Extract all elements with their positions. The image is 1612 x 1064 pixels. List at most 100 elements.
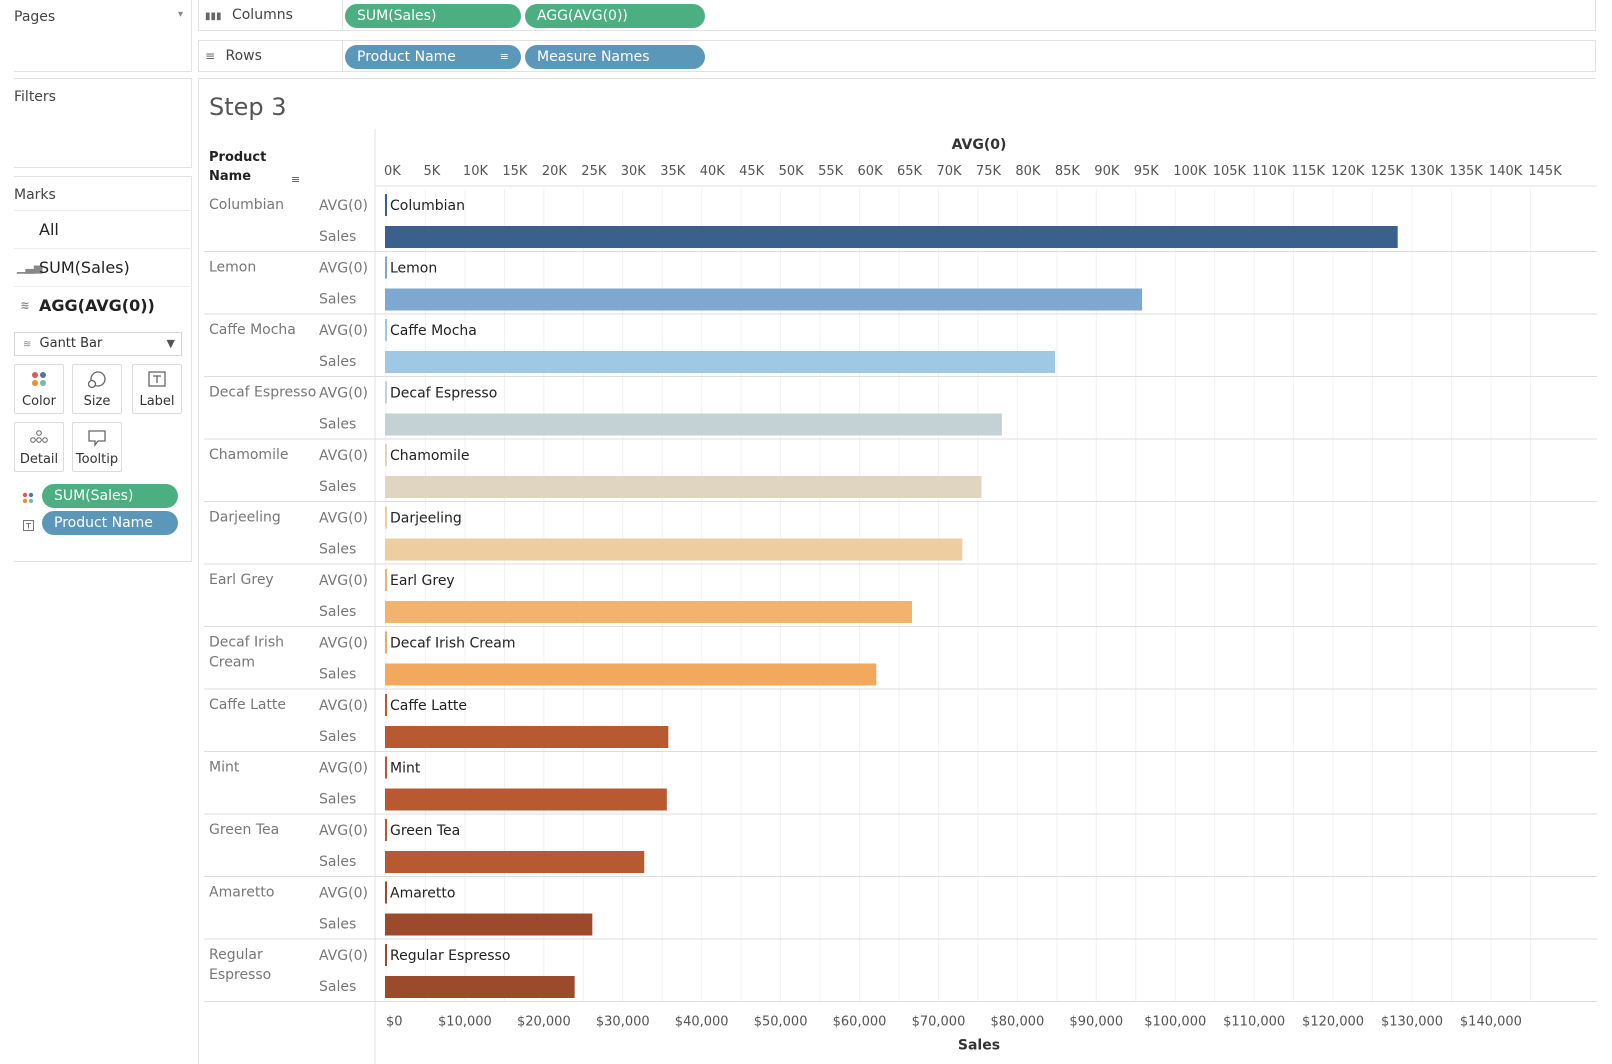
gantt-mark-label: Decaf Espresso: [390, 386, 497, 402]
gantt-mark-label: Columbian: [390, 198, 465, 214]
measure-name-label: AVG(0): [319, 386, 368, 402]
measure-name-label: Sales: [319, 792, 356, 808]
gantt-mark-label: Lemon: [390, 261, 437, 277]
top-axis-title: AVG(0): [952, 137, 1007, 153]
product-name-label: Regular: [209, 947, 263, 963]
marks-row-label: AGG(AVG(0)): [39, 296, 155, 315]
pages-card: Pages ▾: [14, 0, 192, 72]
top-axis-tick-label: 5K: [423, 164, 440, 179]
marks-row-all[interactable]: All: [14, 210, 192, 248]
columns-icon: ▮▮▮: [205, 11, 222, 22]
size-button[interactable]: Size: [72, 364, 122, 414]
rows-shelf[interactable]: ≡ Rows Product Name ≡ Measure Names: [198, 40, 1596, 72]
detail-label: Detail: [19, 452, 59, 467]
gantt-mark-label: Regular Espresso: [390, 948, 510, 964]
rows-shelf-label: ≡ Rows: [199, 41, 343, 71]
sales-bar: [385, 351, 1056, 373]
gantt-mark: [385, 256, 387, 279]
tooltip-button[interactable]: Tooltip: [72, 422, 122, 472]
label-box-icon: [23, 516, 34, 535]
color-dots-icon: [22, 489, 34, 508]
pages-title: Pages: [14, 9, 56, 25]
sheet-title: Step 3: [209, 93, 287, 121]
sales-bar: [385, 226, 1398, 248]
sales-bar: [385, 413, 1002, 436]
pill-label: Product Name: [54, 515, 153, 531]
marks-row-sum-sales[interactable]: ▁▃▅ SUM(Sales): [14, 248, 192, 286]
sales-bar: [385, 288, 1143, 311]
bar-chart-icon: ▁▃▅: [17, 261, 43, 274]
marks-pill-product-name[interactable]: Product Name: [42, 511, 178, 535]
measure-name-label: Sales: [319, 479, 356, 495]
product-name-label: Mint: [209, 760, 240, 776]
gantt-mark: [385, 319, 387, 341]
measure-name-label: AVG(0): [319, 198, 368, 214]
measure-name-label: AVG(0): [319, 323, 368, 339]
gantt-mark: [385, 944, 387, 966]
top-axis-tick-label: 100K: [1173, 164, 1207, 179]
gantt-mark: [385, 631, 387, 654]
top-axis-tick-label: 105K: [1213, 164, 1247, 179]
sort-icon: ≡: [291, 173, 300, 186]
measure-name-label: Sales: [319, 979, 356, 995]
label-button[interactable]: Label: [132, 364, 182, 414]
sales-bar: [385, 851, 645, 873]
product-name-label: Cream: [209, 655, 255, 671]
bottom-axis-tick-label: $70,000: [912, 1015, 966, 1030]
color-icon: [15, 365, 63, 391]
gantt-icon: ≋: [20, 299, 30, 312]
top-axis-tick-label: 75K: [976, 164, 1002, 179]
pill-label: Product Name: [357, 49, 456, 65]
measure-name-label: Sales: [319, 542, 356, 558]
sales-bar: [385, 913, 593, 936]
measure-name-label: Sales: [319, 417, 356, 433]
measure-name-label: Sales: [319, 667, 356, 683]
measure-name-label: Sales: [319, 354, 356, 370]
measure-name-label: AVG(0): [319, 823, 368, 839]
color-button[interactable]: Color: [14, 364, 64, 414]
left-panel: Pages ▾ Filters Marks All ▁▃▅ SUM(Sales)…: [0, 0, 196, 1064]
product-name-label: Amaretto: [209, 885, 274, 901]
measure-name-label: Sales: [319, 229, 356, 245]
label-label: Label: [139, 394, 175, 409]
bottom-axis-tick-label: $10,000: [438, 1015, 492, 1030]
gantt-mark-label: Green Tea: [390, 823, 460, 839]
gantt-mark: [385, 694, 387, 716]
chart-svg: AVG(0) 0K 5K 10K 15K 20K 25K 30K 35K 40K 45K 50K 55K…: [204, 129, 1597, 1064]
top-axis-tick-label: 35K: [660, 164, 686, 179]
measure-name-label: AVG(0): [319, 511, 368, 527]
gantt-mark: [385, 569, 387, 591]
bottom-axis-tick-label: $90,000: [1069, 1015, 1123, 1030]
filters-card[interactable]: Filters: [14, 78, 192, 168]
top-axis-tick-label: 15K: [502, 164, 528, 179]
detail-button[interactable]: Detail: [14, 422, 64, 472]
mark-type-dropdown[interactable]: ≋ Gantt Bar ▼: [14, 332, 182, 356]
size-label: Size: [83, 394, 111, 409]
chevron-down-icon[interactable]: ▾: [177, 9, 183, 20]
top-axis-tick-label: 80K: [1015, 164, 1041, 179]
marks-row-agg-avg[interactable]: ≋ AGG(AVG(0)): [14, 286, 192, 324]
marks-title: Marks: [14, 187, 56, 203]
gantt-mark: [385, 819, 387, 841]
columns-pill-agg-avg[interactable]: AGG(AVG(0)): [525, 4, 705, 28]
rows-pill-measure-names[interactable]: Measure Names: [525, 45, 705, 69]
bottom-axis-tick-label: $30,000: [596, 1015, 650, 1030]
rows-pill-product-name[interactable]: Product Name ≡: [345, 45, 521, 69]
columns-pill-sum-sales[interactable]: SUM(Sales): [345, 4, 521, 28]
rows-label: Rows: [225, 48, 262, 64]
top-axis-tick-label: 110K: [1252, 164, 1286, 179]
marks-row-label: SUM(Sales): [39, 258, 130, 277]
top-axis-tick-label: 125K: [1371, 164, 1405, 179]
gantt-mark: [385, 881, 387, 904]
gantt-mark-label: Mint: [390, 761, 421, 777]
columns-shelf[interactable]: ▮▮▮ Columns SUM(Sales) AGG(AVG(0)): [198, 0, 1596, 31]
bottom-axis-tick-label: $20,000: [517, 1015, 571, 1030]
marks-pill-sum-sales[interactable]: SUM(Sales): [42, 484, 178, 508]
top-axis-tick-label: 10K: [463, 164, 489, 179]
columns-label: Columns: [231, 7, 293, 23]
top-axis-tick-label: 90K: [1094, 164, 1120, 179]
top-axis-tick-label: 145K: [1528, 164, 1562, 179]
detail-icon: [15, 423, 63, 449]
top-axis-tick-label: 65K: [897, 164, 923, 179]
bottom-axis-tick-label: $130,000: [1381, 1015, 1443, 1030]
